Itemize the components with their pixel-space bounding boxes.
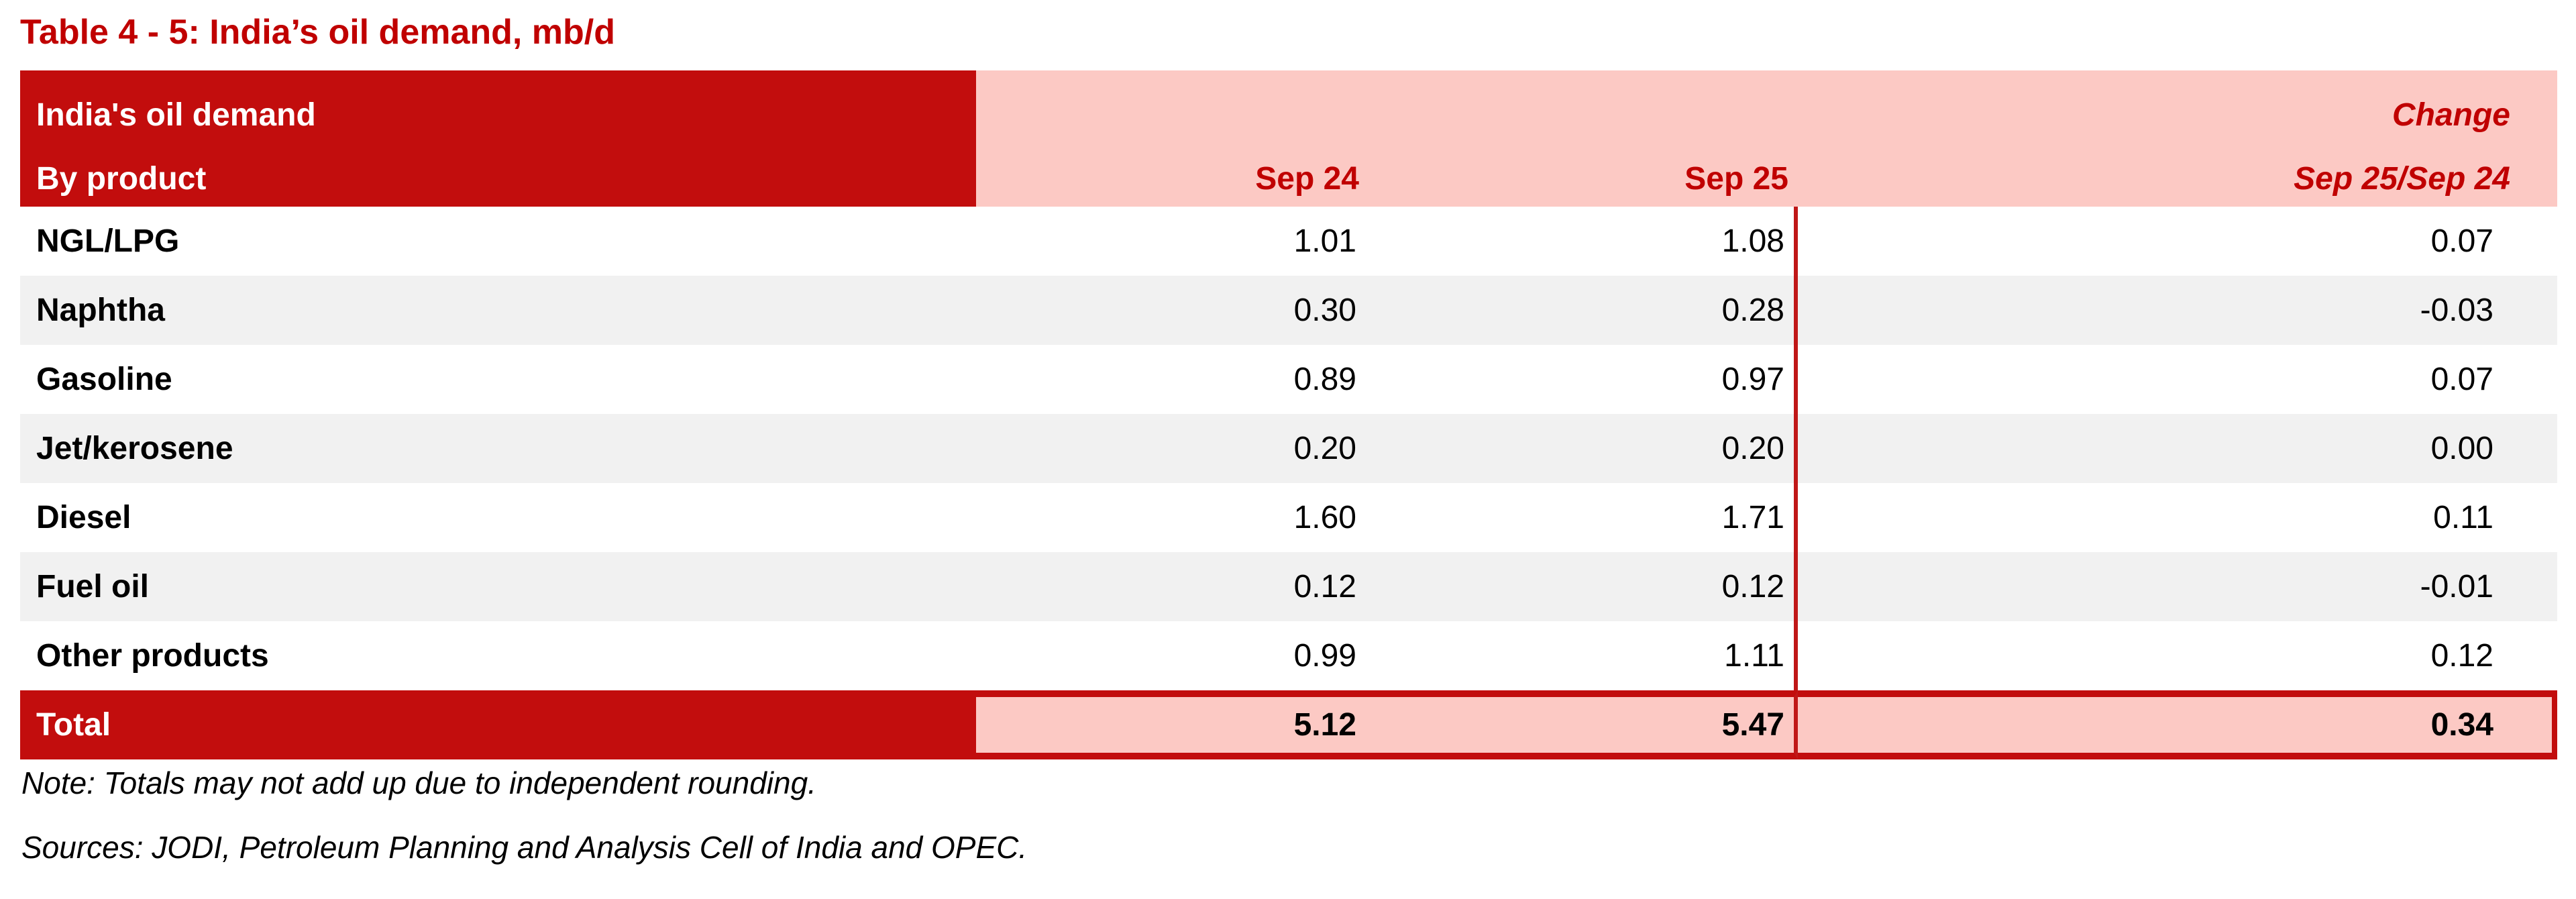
sep25-value-cell: 1.11: [1368, 621, 1798, 690]
sep25-value-cell: 0.97: [1368, 345, 1798, 414]
product-cell: Diesel: [36, 500, 131, 535]
total-label-cell: Total: [20, 690, 976, 759]
table-row-gasoline: Gasoline 0.89 0.97 0.07: [20, 345, 2557, 414]
product-cell: Gasoline: [36, 362, 172, 397]
change-value-cell: 0.12: [2430, 638, 2493, 674]
change-value-cell: -0.03: [2420, 293, 2493, 328]
column-header-change-label: Change: [2392, 97, 2510, 133]
table-row-ngl-lpg: NGL/LPG 1.01 1.08 0.07: [20, 207, 2557, 276]
column-header-sep25: Sep 25: [1368, 70, 1798, 207]
table-row-other-products: Other products 0.99 1.11 0.12: [20, 621, 2557, 690]
sep25-value-cell: 0.12: [1368, 552, 1798, 621]
sep24-value-cell: 1.01: [1293, 223, 1356, 259]
product-cell: Other products: [36, 638, 269, 674]
sep25-value-cell: 0.28: [1368, 276, 1798, 345]
sep25-value-cell: 0.20: [1368, 414, 1798, 483]
product-cell: NGL/LPG: [36, 223, 180, 259]
table-row-fuel-oil: Fuel oil 0.12 0.12 -0.01: [20, 552, 2557, 621]
product-cell: Jet/kerosene: [36, 431, 233, 466]
table-row-naphtha: Naphtha 0.30 0.28 -0.03: [20, 276, 2557, 345]
total-change-cell: 0.34: [1798, 690, 2557, 759]
sep24-value-cell: 0.99: [1293, 638, 1356, 674]
table-row-jet-kerosene: Jet/kerosene 0.20 0.20 0.00: [20, 414, 2557, 483]
sep25-value-cell: 1.71: [1368, 483, 1798, 552]
column-header-sep25-label: Sep 25: [1684, 161, 1788, 197]
table-title: Table 4 - 5: India’s oil demand, mb/d: [20, 13, 616, 52]
change-value-cell: -0.01: [2420, 569, 2493, 604]
table-total-row: Total 5.12 5.47 0.34: [20, 690, 2557, 759]
column-header-change: Change Sep 25/Sep 24: [1798, 70, 2557, 207]
product-cell: Fuel oil: [36, 569, 149, 604]
table-row-diesel: Diesel 1.60 1.71 0.11: [20, 483, 2557, 552]
sep24-value-cell: 0.30: [1293, 293, 1356, 328]
change-value-cell: 0.11: [2433, 500, 2493, 535]
header-product-cell: India's oil demand By product: [20, 70, 976, 207]
column-header-sep24-label: Sep 24: [1255, 161, 1359, 197]
column-header-sep24: Sep 24: [976, 70, 1368, 207]
sep25-value-cell: 1.08: [1368, 207, 1798, 276]
total-sep25-cell: 5.47: [1368, 690, 1798, 759]
change-value-cell: 0.07: [2430, 223, 2493, 259]
header-product-line-2: By product: [36, 161, 207, 197]
change-value-cell: 0.00: [2430, 431, 2493, 466]
column-header-change-sublabel: Sep 25/Sep 24: [2294, 161, 2510, 197]
sep24-value-cell: 0.20: [1293, 431, 1356, 466]
change-value-cell: 0.07: [2430, 362, 2493, 397]
sep24-value-cell: 1.60: [1293, 500, 1356, 535]
sources-note: Sources: JODI, Petroleum Planning and An…: [21, 830, 1028, 865]
product-cell: Naphtha: [36, 293, 165, 328]
sep24-value-cell: 0.89: [1293, 362, 1356, 397]
table-header-row: India's oil demand By product Sep 24 Sep…: [20, 70, 2557, 207]
oil-demand-table: India's oil demand By product Sep 24 Sep…: [20, 70, 2557, 759]
sep24-value-cell: 0.12: [1293, 569, 1356, 604]
total-sep24-cell: 5.12: [976, 690, 1368, 759]
rounding-note: Note: Totals may not add up due to indep…: [21, 765, 816, 800]
header-product-line-1: India's oil demand: [36, 97, 316, 133]
